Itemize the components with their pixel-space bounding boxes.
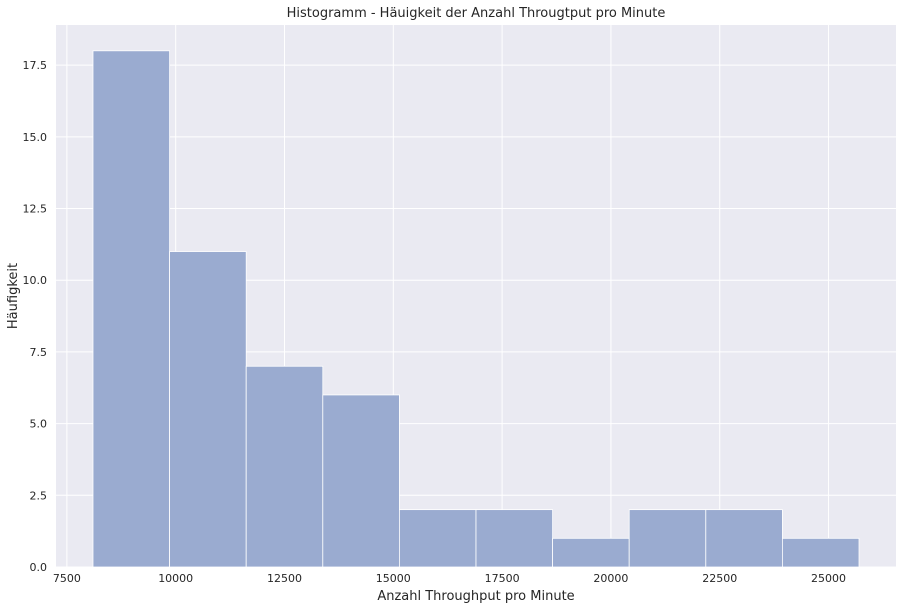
histogram-bar (705, 509, 783, 568)
x-tick-label: 10000 (158, 572, 193, 585)
histogram-bar (398, 509, 477, 568)
x-tick-label: 7500 (53, 572, 81, 585)
histogram-bar (92, 50, 170, 568)
histogram-bar (552, 537, 630, 568)
y-tick-label: 10.0 (23, 274, 48, 287)
y-tick-label: 0.0 (30, 561, 48, 574)
y-tick-label: 2.5 (30, 489, 48, 502)
histogram-bars (92, 50, 860, 568)
histogram-bar (782, 537, 860, 568)
y-tick-label: 17.5 (23, 59, 48, 72)
x-tick-label: 25000 (811, 572, 846, 585)
x-tick-label: 22500 (702, 572, 737, 585)
chart-title: Histogramm - Häuigkeit der Anzahl Throug… (287, 6, 666, 21)
y-tick-label: 12.5 (23, 203, 48, 216)
histogram-bar (628, 509, 707, 568)
x-tick-label: 20000 (593, 572, 628, 585)
y-axis-label: Häufigkeit (6, 263, 21, 329)
x-tick-label: 15000 (376, 572, 411, 585)
y-tick-label: 5.0 (30, 418, 48, 431)
y-tick-label: 7.5 (30, 346, 48, 359)
histogram-bar (322, 394, 400, 568)
y-tick-label: 15.0 (23, 131, 48, 144)
x-tick-labels: 7500 10000 12500 15000 17500 20000 22500 25000 (53, 572, 846, 585)
x-tick-label: 17500 (485, 572, 520, 585)
histogram-bar (169, 251, 247, 568)
x-axis-label: Anzahl Throughput pro Minute (377, 589, 574, 604)
x-tick-label: 12500 (267, 572, 302, 585)
histogram-bar (245, 365, 324, 568)
y-tick-labels: 0.0 2.5 5.0 7.5 10.0 12.5 15.0 17.5 (23, 59, 48, 574)
histogram-bar (475, 509, 554, 568)
